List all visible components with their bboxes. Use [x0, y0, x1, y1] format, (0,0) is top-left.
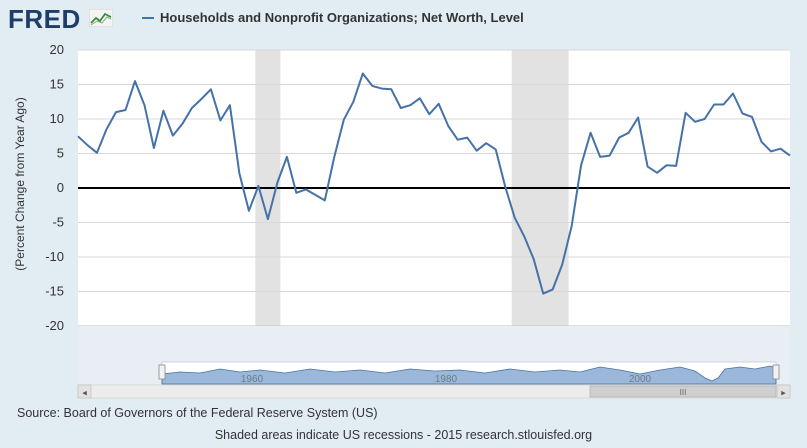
navigator-label-1980: 1980	[435, 374, 458, 385]
legend-series-swatch	[142, 16, 154, 19]
y-tick-label--15: -15	[45, 284, 64, 299]
scrollbar[interactable]: ◂ III ▸	[77, 384, 791, 399]
navigator-handle-right[interactable]	[772, 364, 780, 380]
legend-series-label: Households and Nonprofit Organizations; …	[160, 10, 524, 25]
navigator-area	[161, 365, 777, 385]
y-tick-label--5: -5	[52, 215, 64, 230]
y-tick-label-5: 5	[57, 146, 64, 161]
scroll-left-icon: ◂	[82, 389, 87, 399]
source-note: Source: Board of Governors of the Federa…	[17, 406, 378, 420]
series-line-1	[77, 72, 791, 295]
y-tick-label--20: -20	[45, 318, 64, 333]
scrollbar-grip-icon: III	[680, 388, 687, 397]
navigator-handle-left[interactable]	[158, 364, 166, 380]
scrollbar-thumb[interactable]	[589, 385, 777, 398]
recession-note: Shaded areas indicate US recessions - 20…	[214, 428, 593, 442]
navigator-label-2000: 2000	[629, 374, 652, 385]
chart-legend[interactable]: Households and Nonprofit Organizations; …	[142, 10, 524, 25]
y-tick-label--10: -10	[45, 249, 64, 264]
scrollbar-right-button[interactable]	[776, 384, 791, 399]
navigator-label-1960: 1960	[241, 374, 264, 385]
y-axis: -20 -15 -10 -5 0 5 10 15 20	[45, 42, 64, 333]
scroll-right-icon: ▸	[781, 389, 786, 399]
series-layer	[77, 72, 791, 295]
y-tick-label-20: 20	[50, 42, 64, 57]
y-tick-label-15: 15	[50, 77, 64, 92]
chart-header: FRED Households and Nonprofit Organizati…	[0, 0, 807, 38]
y-tick-label-10: 10	[50, 111, 64, 126]
fred-logo[interactable]: FRED	[8, 4, 81, 34]
y-axis-label: (Percent Change from Year Ago)	[13, 97, 27, 270]
navigator[interactable]: 1960 1980 2000	[78, 326, 790, 385]
y-tick-label-0: 0	[57, 180, 64, 195]
scrollbar-left-button[interactable]	[77, 384, 92, 399]
trend-line-icon	[89, 9, 113, 27]
